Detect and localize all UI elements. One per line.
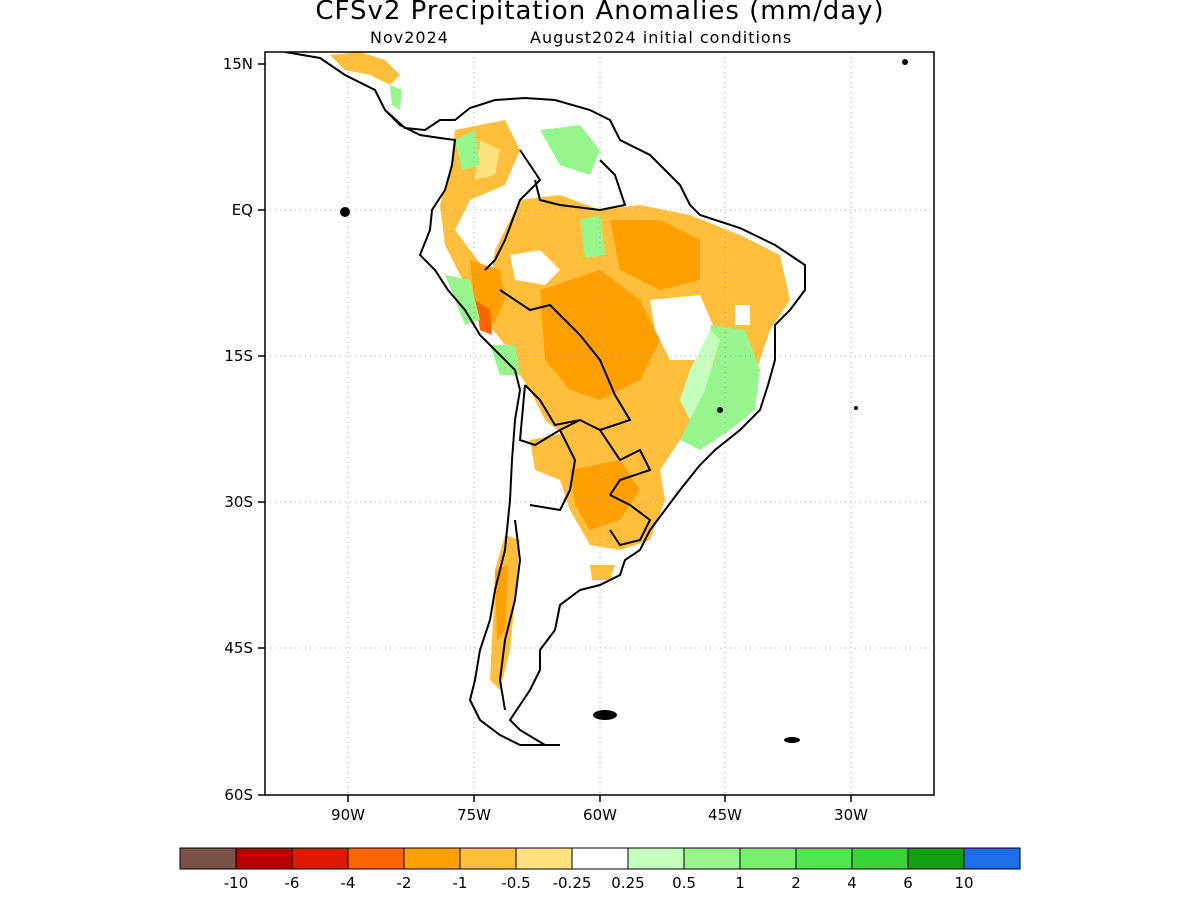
anomaly-region [680,330,720,420]
colorbar-swatch [179,847,237,870]
anomaly-region [455,130,480,170]
lat-tick-label: 45S [224,639,253,657]
anomaly-region [445,275,480,325]
colorbar-swatch [627,847,685,870]
colorbar-swatch [515,847,573,870]
colorbar-swatch [907,847,965,870]
coastline [284,52,806,746]
latitude-axis: 15N EQ 15S 30S 45S 60S [223,55,265,804]
map-title: CFSv2 Precipitation Anomalies (mm/day) [315,0,885,26]
colorbar-swatch [851,847,909,870]
islands [340,59,908,743]
colorbar: -10 -6 -4 -2 -1 -0.5 -0.25 0.25 0.5 1 2 4 6 10 [179,847,1021,892]
colorbar-swatch [291,847,349,870]
lon-tick-label: 60W [583,806,617,824]
anomaly-region [570,460,640,530]
lon-tick-label: 90W [331,806,365,824]
colorbar-swatch [683,847,741,870]
colorbar-label: 1 [735,874,745,892]
anomaly-field [330,52,790,690]
colorbar-label: -6 [285,874,300,892]
colorbar-swatch [963,847,1021,870]
colorbar-label: -0.25 [553,874,592,892]
anomaly-region [540,125,600,175]
colorbar-label: -10 [224,874,249,892]
anomaly-region [540,270,660,400]
colorbar-label: 0.5 [672,874,696,892]
colorbar-label: -4 [341,874,356,892]
anomaly-region [650,295,715,360]
colorbar-swatch [347,847,405,870]
anomaly-region [390,85,402,110]
colorbar-label: -2 [397,874,412,892]
colorbar-swatch [235,847,293,870]
lat-tick-label: 15N [223,55,253,73]
anomaly-region [580,215,605,258]
colorbar-label: 10 [954,874,973,892]
anomaly-region [475,140,500,180]
anomaly-region [610,220,700,290]
lat-tick-label: EQ [232,201,253,219]
longitude-axis: 90W 75W 60W 45W 30W [331,795,868,824]
lat-tick-label: 60S [224,786,253,804]
lon-tick-label: 75W [457,806,491,824]
lat-tick-label: 30S [224,493,253,511]
colorbar-swatch [403,847,461,870]
colorbar-label: -0.5 [501,874,530,892]
lat-tick-label: 15S [224,347,253,365]
anomaly-region [510,250,560,285]
colorbar-label: -1 [453,874,468,892]
anomaly-region [735,305,750,325]
colorbar-label: 0.25 [611,874,644,892]
anomaly-region [590,565,615,580]
anomaly-region [475,300,492,335]
anomaly-region [440,120,520,345]
colorbar-swatch [739,847,797,870]
colorbar-swatch [459,847,517,870]
lon-tick-label: 30W [834,806,868,824]
colorbar-swatch [571,847,629,870]
colorbar-label: 2 [791,874,801,892]
forecast-month: Nov2024 [370,28,449,47]
colorbar-swatch [795,847,853,870]
lon-tick-label: 45W [708,806,742,824]
anomaly-region [495,565,508,640]
colorbar-label: 4 [847,874,857,892]
colorbar-label: 6 [903,874,913,892]
anomaly-region [330,52,400,85]
initial-conditions: August2024 initial conditions [530,28,793,47]
